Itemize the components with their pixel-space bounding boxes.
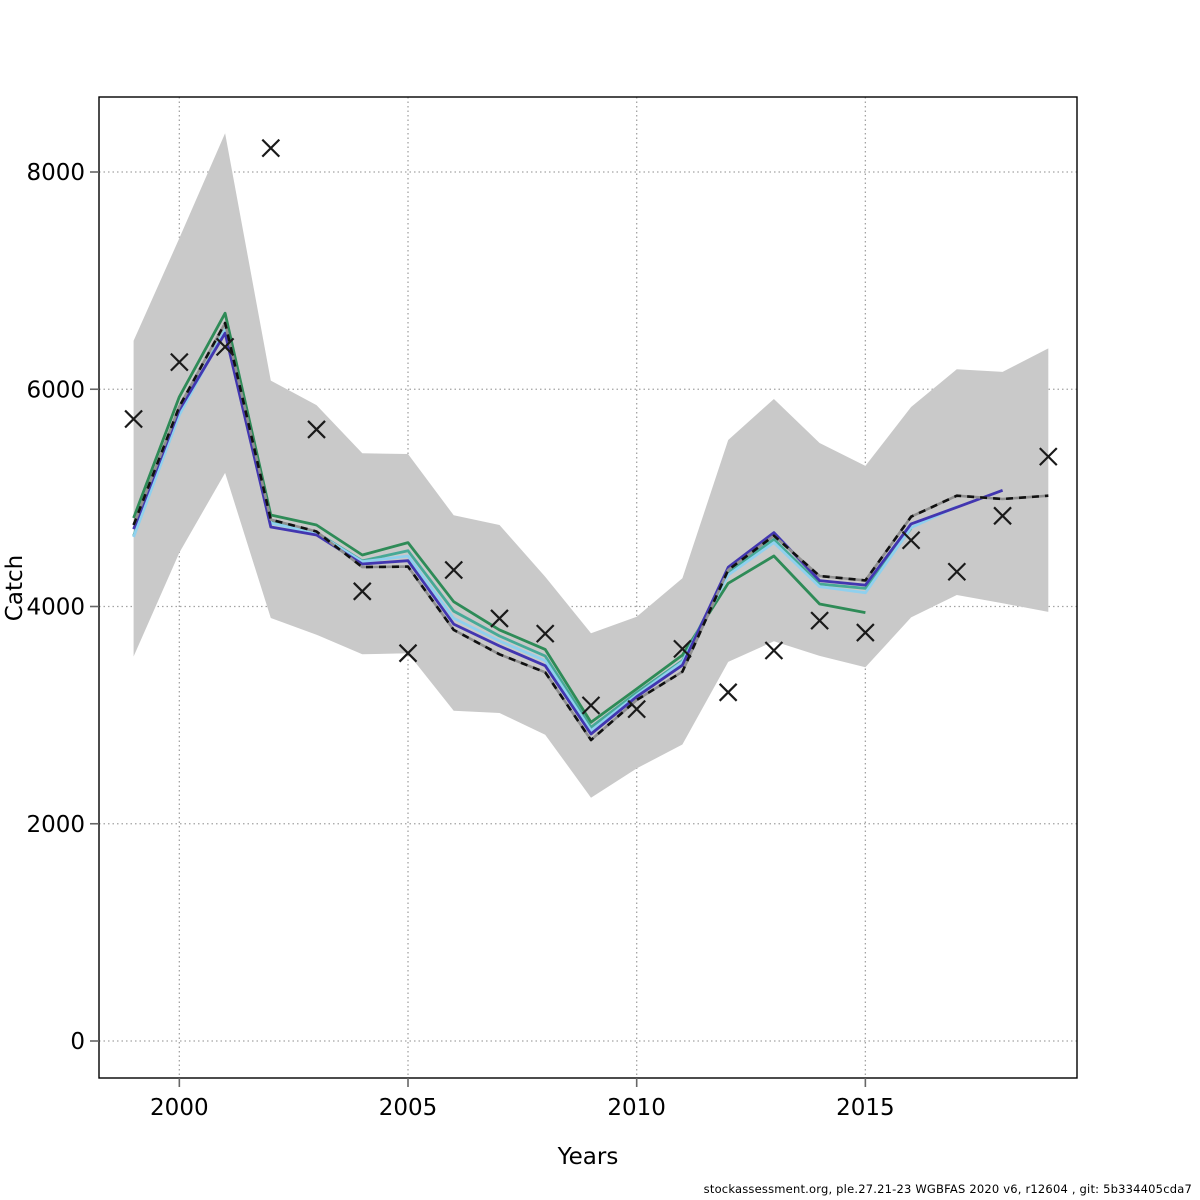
x-marker-stroke	[993, 506, 1012, 526]
series-lines-layer	[132, 311, 1049, 742]
retro-peel-2015	[132, 311, 866, 724]
x-marker-stroke	[170, 352, 189, 372]
observed-catch-marker	[764, 641, 784, 660]
y-tick-label: 2000	[26, 812, 85, 838]
y-axis-label: Catch	[2, 555, 28, 621]
observed-catch-marker	[307, 420, 326, 439]
confidence-band-layer	[133, 133, 1049, 798]
figure-caption: stockassessment.org, ple.27.21-23 WGBFAS…	[703, 1182, 1192, 1196]
observed-catch-marker	[535, 624, 555, 643]
x-marker-stroke	[124, 409, 143, 429]
x-marker-stroke	[444, 560, 464, 580]
x-marker-stroke	[947, 562, 967, 582]
x-marker-stroke	[627, 699, 646, 719]
observed-catch-marker	[444, 560, 464, 580]
observed-catch-marker	[398, 643, 418, 663]
confidence-interval-band	[133, 133, 1049, 798]
axis-ticks-layer	[90, 171, 867, 1087]
observed-catch-marker	[856, 623, 875, 642]
retro-peel-2018	[132, 331, 1004, 736]
observation-markers-layer	[124, 138, 1058, 719]
x-marker-stroke	[718, 683, 738, 702]
observed-catch-marker	[215, 337, 235, 357]
x-marker-stroke	[490, 609, 509, 628]
observed-catch-marker	[718, 683, 738, 702]
observed-catch-marker	[352, 582, 372, 601]
observed-catch-marker	[490, 609, 509, 628]
observed-catch-marker	[947, 562, 967, 582]
x-marker-stroke	[856, 623, 875, 642]
x-tick-label: 2010	[607, 1095, 666, 1121]
plot-border	[98, 96, 1078, 1079]
x-tick-label: 2005	[379, 1095, 438, 1121]
x-marker-stroke	[1039, 447, 1058, 466]
x-marker-stroke	[215, 337, 235, 357]
x-marker-stroke	[352, 582, 372, 601]
observed-catch-marker	[170, 352, 189, 372]
x-tick-label: 2015	[836, 1095, 895, 1121]
x-marker-stroke	[673, 639, 692, 659]
observed-catch-marker	[901, 530, 921, 550]
x-marker-stroke	[535, 624, 555, 643]
x-tick-label: 2000	[150, 1095, 209, 1121]
observed-catch-marker	[993, 506, 1012, 526]
x-marker-stroke	[398, 643, 418, 663]
x-marker-stroke	[261, 138, 281, 158]
x-marker-stroke	[581, 696, 601, 715]
x-marker-stroke	[307, 420, 326, 439]
axis-tick-labels-layer: 0 2000 4000 6000 8000 2000 2005 2010 2015	[26, 160, 894, 1121]
x-marker-stroke	[901, 530, 921, 550]
y-tick-label: 6000	[26, 377, 85, 403]
observed-catch-marker	[1039, 447, 1058, 466]
observed-catch-marker	[673, 639, 692, 659]
observed-catch-marker	[261, 138, 281, 158]
observed-catch-marker	[581, 696, 601, 715]
x-marker-stroke	[810, 611, 829, 630]
observed-catch-marker	[124, 409, 143, 429]
y-tick-label: 8000	[26, 160, 85, 186]
observed-catch-marker	[627, 699, 646, 719]
base-run	[132, 321, 1049, 742]
y-tick-label: 4000	[26, 595, 85, 621]
observed-catch-marker	[810, 611, 829, 630]
y-tick-label: 0	[70, 1029, 85, 1055]
x-axis-label: Years	[557, 1144, 619, 1170]
x-marker-stroke	[764, 641, 784, 660]
